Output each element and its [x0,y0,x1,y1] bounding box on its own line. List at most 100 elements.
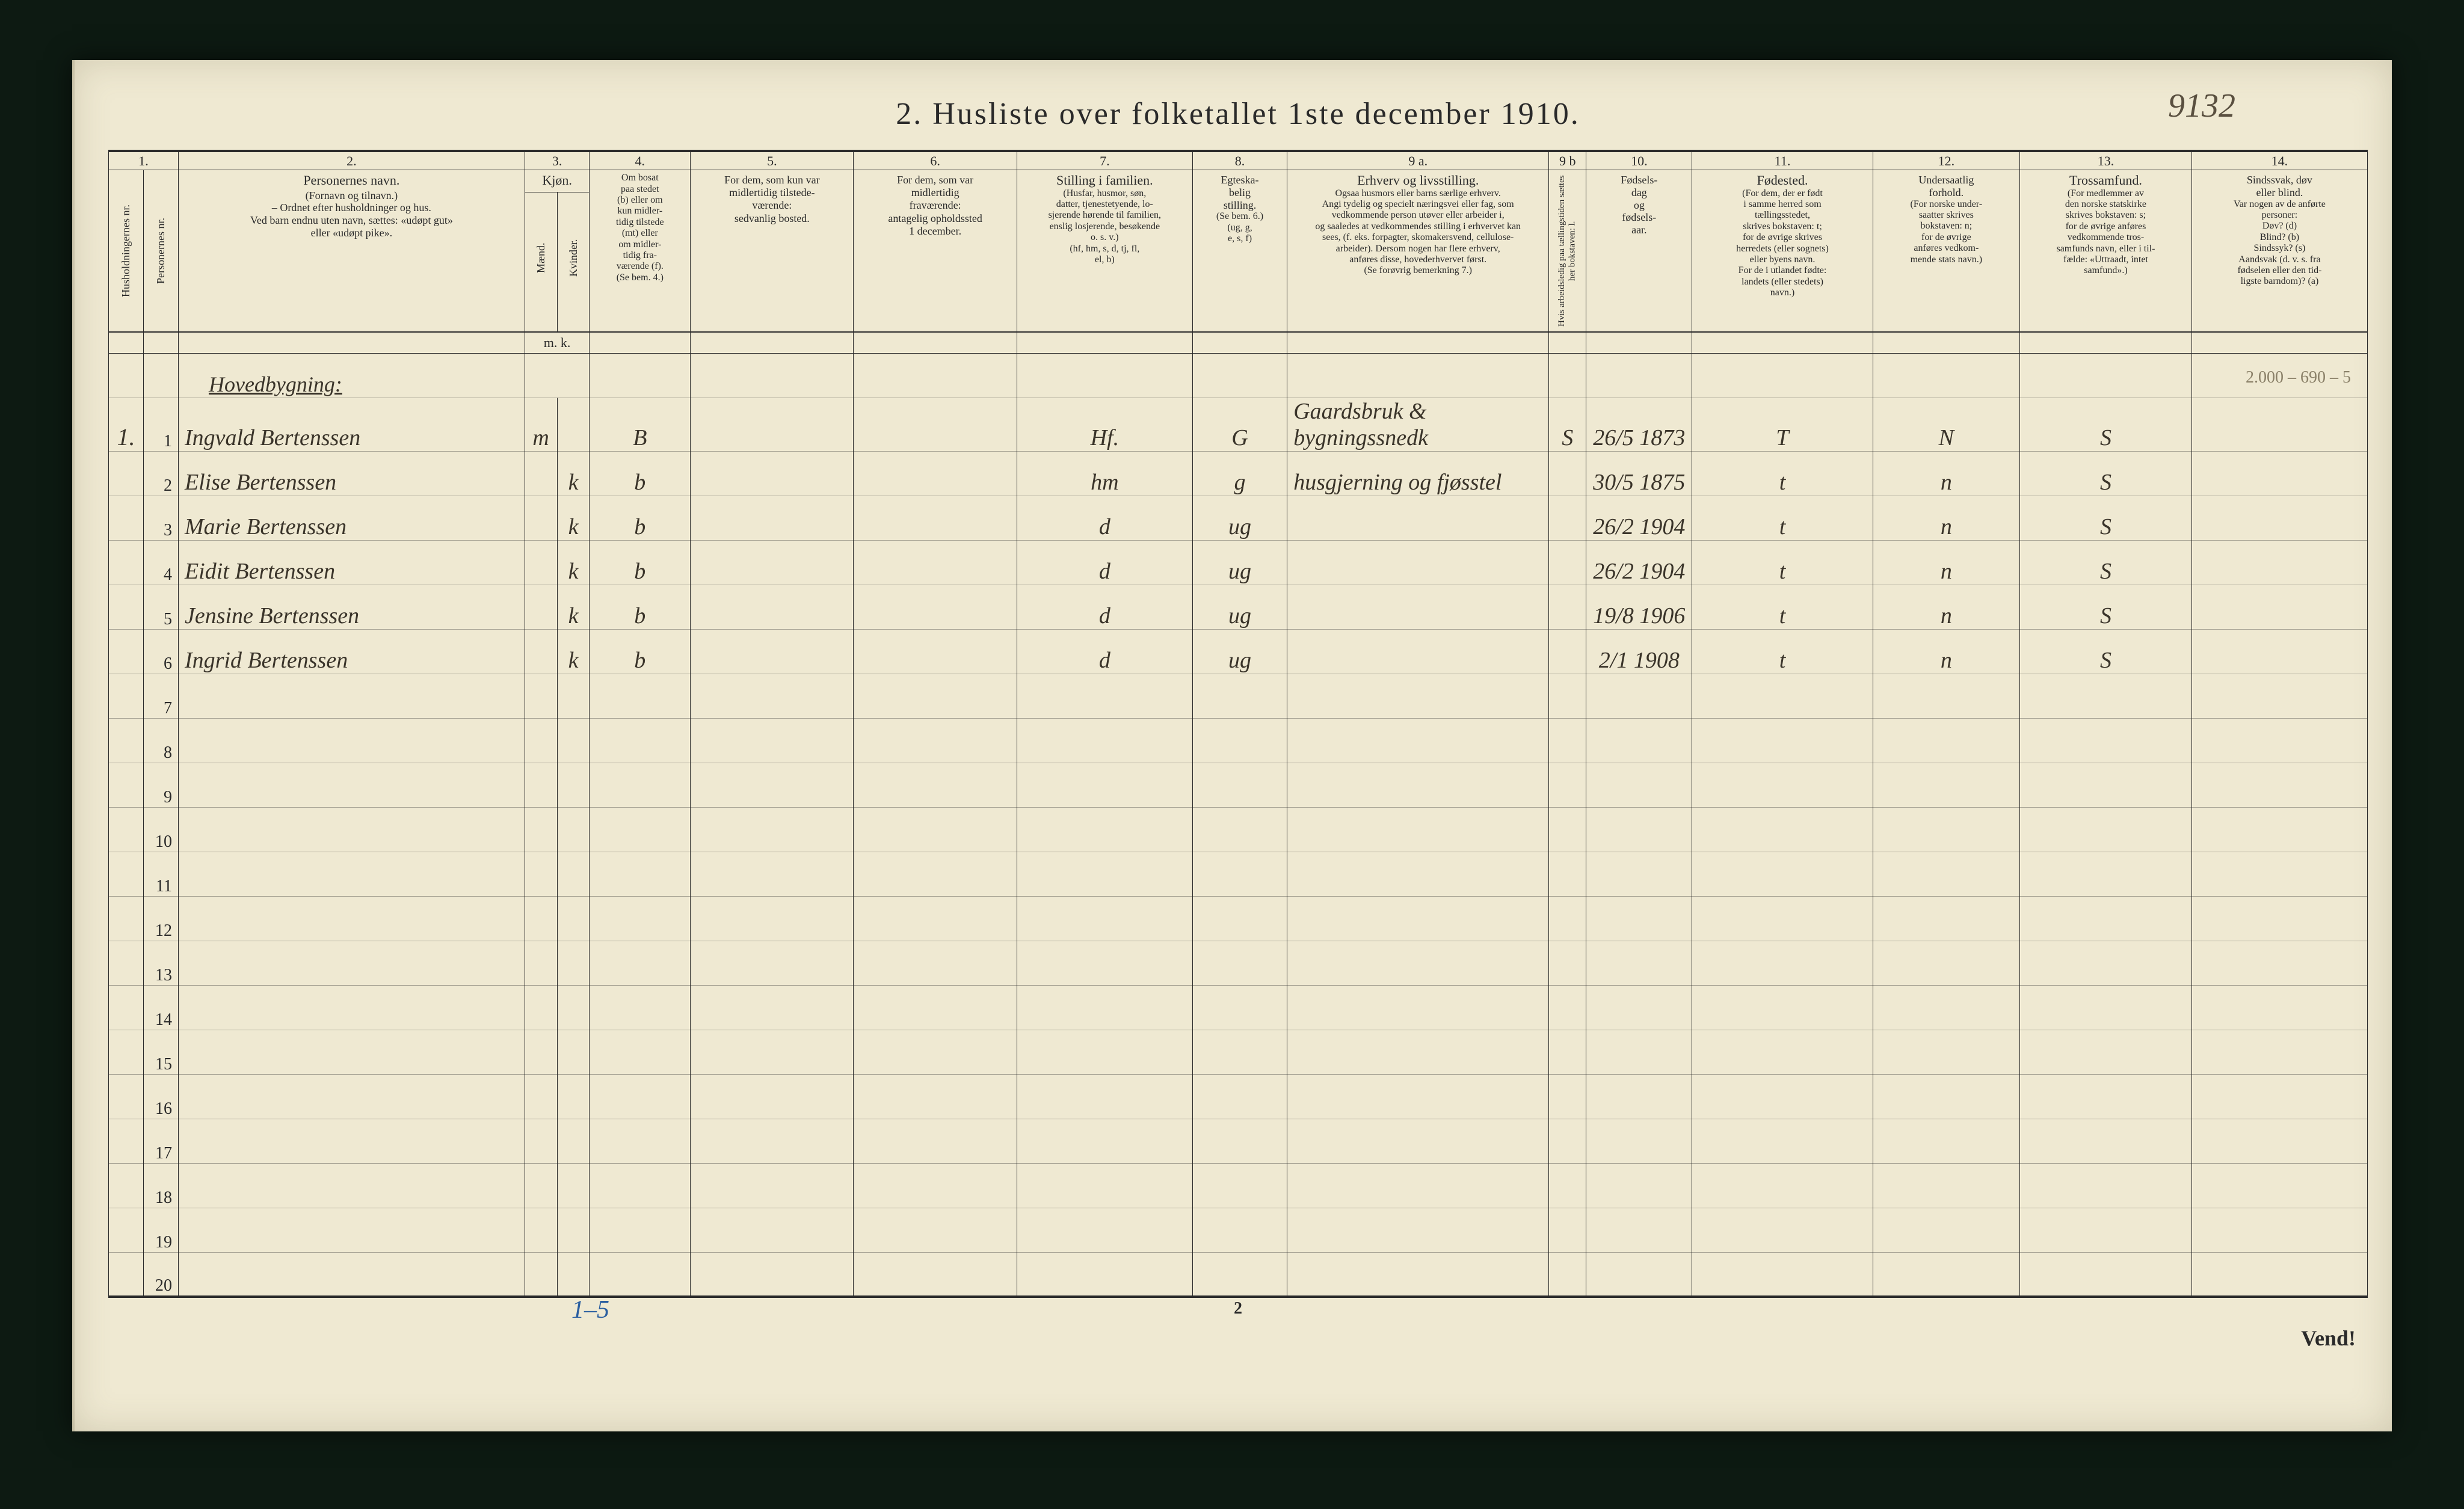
cell-sex-k [557,763,590,807]
cell-family-pos [1017,896,1192,941]
head-marital-title: Egteska- belig stilling. [1197,174,1283,211]
cell-unemployed [1549,896,1586,941]
cell-household-no [109,674,144,718]
cell-temp-absent [854,1119,1017,1163]
section-blank-12 [1873,353,2019,398]
table-row-empty: 13 [109,941,2368,985]
cell-sex-m [525,852,557,896]
cell-sex-k: k [557,540,590,585]
cell-religion: S [2020,398,2192,451]
head-unemployed: Hvis arbeidsledig paa tællingstiden sætt… [1549,170,1586,333]
cell-occupation [1287,1252,1549,1297]
head-unemployed-label: Hvis arbeidsledig paa tællingstiden sætt… [1557,173,1578,329]
cell-occupation [1287,629,1549,674]
cell-disability [2191,1208,2367,1252]
table-row-empty: 17 [109,1119,2368,1163]
cell-birthplace [1692,852,1873,896]
cell-temp-present [691,1030,854,1074]
colnum-4: 4. [590,152,691,170]
cell-household-no [109,1208,144,1252]
cell-occupation [1287,1074,1549,1119]
head-residence: Om bosat paa stedet (b) eller om kun mid… [590,170,691,333]
cell-sex-m [525,1030,557,1074]
cell-marital: ug [1192,540,1287,585]
head-disability-sub: Var nogen av de anførte personer: Døv? (… [2196,199,2364,287]
head-occupation: Erhverv og livsstilling. Ogsaa husmors e… [1287,170,1549,333]
census-table: 1. 2. 3. 4. 5. 6. 7. 8. 9 a. 9 b 10. 11.… [108,152,2368,1298]
cell-name [178,941,525,985]
cell-family-pos [1017,1074,1192,1119]
cell-unemployed [1549,1163,1586,1208]
cell-disability [2191,718,2367,763]
cell-nationality: n [1873,451,2019,496]
cell-sex-m [525,763,557,807]
table-row: 5Jensine Bertenssenkbdug19/8 1906tnS [109,585,2368,629]
head-temp-absent-title: For dem, som var midlertidig fraværende: [857,174,1012,211]
cell-temp-present [691,1119,854,1163]
cell-temp-present [691,1252,854,1297]
section-blank-4 [590,353,691,398]
cell-occupation [1287,807,1549,852]
head-marital: Egteska- belig stilling. (Se bem. 6.) (u… [1192,170,1287,333]
head-temp-absent: For dem, som var midlertidig fraværende:… [854,170,1017,333]
cell-sex-k [557,674,590,718]
cell-religion [2020,1208,2192,1252]
cell-unemployed [1549,496,1586,540]
cell-person-no: 9 [143,763,178,807]
cell-sex-k [557,896,590,941]
head-foot-blank5 [691,332,854,353]
head-foot-blank2 [143,332,178,353]
cell-name: Marie Bertenssen [178,496,525,540]
head-foot-blank6 [854,332,1017,353]
cell-disability [2191,540,2367,585]
cell-disability [2191,496,2367,540]
cell-name [178,807,525,852]
cell-name [178,1030,525,1074]
table-row-empty: 7 [109,674,2368,718]
table-row: 4Eidit Bertenssenkbdug26/2 1904tnS [109,540,2368,585]
cell-temp-absent [854,540,1017,585]
head-sex-k: Kvinder. [557,192,590,332]
cell-unemployed [1549,451,1586,496]
cell-unemployed [1549,1119,1586,1163]
scan-frame: 2. Husliste over folketallet 1ste decemb… [0,0,2464,1509]
cell-household-no [109,852,144,896]
cell-sex-m [525,718,557,763]
cell-religion [2020,718,2192,763]
table-row-empty: 18 [109,1163,2368,1208]
cell-birthplace: t [1692,496,1873,540]
head-person-no: Personernes nr. [143,170,178,333]
cell-family-pos [1017,763,1192,807]
head-birthplace-sub: (For dem, der er født i samme herred som… [1696,188,1868,299]
cell-marital [1192,941,1287,985]
table-row-empty: 12 [109,896,2368,941]
cell-temp-absent [854,1208,1017,1252]
cell-nationality: N [1873,398,2019,451]
cell-nationality: n [1873,585,2019,629]
cell-occupation [1287,852,1549,896]
head-sex-m: Mænd. [525,192,557,332]
cell-name [178,852,525,896]
cell-unemployed [1549,674,1586,718]
cell-religion [2020,807,2192,852]
cell-sex-m [525,629,557,674]
cell-residence [590,852,691,896]
table-row-empty: 9 [109,763,2368,807]
cell-household-no [109,1074,144,1119]
cell-sex-k [557,1119,590,1163]
cell-sex-k [557,1208,590,1252]
cell-birthplace [1692,896,1873,941]
cell-temp-absent [854,1163,1017,1208]
cell-marital [1192,1252,1287,1297]
cell-birthdate [1586,1074,1692,1119]
cell-birthdate [1586,852,1692,896]
section-blank-9a [1287,353,1549,398]
cell-family-pos: d [1017,496,1192,540]
table-row-empty: 10 [109,807,2368,852]
head-household-no: Husholdningernes nr. [109,170,144,333]
colnum-9b: 9 b [1549,152,1586,170]
cell-temp-present [691,629,854,674]
page-title: 2. Husliste over folketallet 1ste decemb… [896,97,1580,131]
cell-birthplace [1692,1119,1873,1163]
cell-sex-k [557,807,590,852]
